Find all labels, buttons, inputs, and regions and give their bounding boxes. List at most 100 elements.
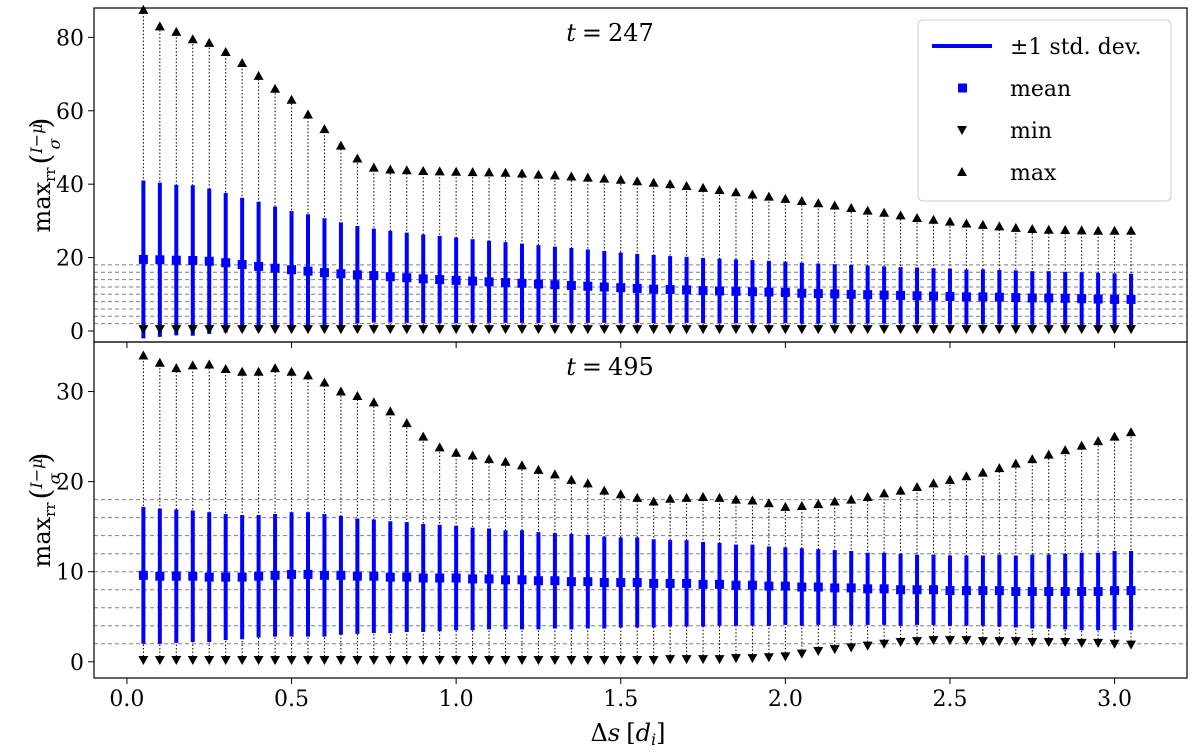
mean-marker — [879, 584, 889, 594]
min-marker — [944, 325, 955, 335]
max-marker — [879, 207, 890, 217]
mean-marker — [550, 576, 560, 586]
mean-marker — [929, 291, 939, 301]
max-marker — [862, 205, 873, 215]
y-tick-label: 0 — [70, 320, 84, 345]
min-marker — [1060, 637, 1071, 647]
x-axis-ticks: 0.0 0.5 1.0 1.5 2.0 2.5 3.0 — [109, 678, 1132, 712]
mean-marker — [780, 287, 790, 297]
min-marker — [747, 325, 758, 335]
min-marker — [599, 325, 610, 335]
min-marker — [154, 655, 165, 665]
min-marker — [1043, 325, 1054, 335]
mean-marker — [484, 574, 494, 584]
mean-marker — [237, 572, 247, 582]
legend-item--1-std-dev-: ±1 std. dev. — [932, 35, 1142, 60]
y-tick-label: 0 — [70, 651, 84, 676]
y-axis-label: maxrr (I−μσ) — [24, 453, 64, 568]
x-tick-label: 0.0 — [109, 687, 144, 712]
mean-marker — [978, 292, 988, 302]
max-marker — [319, 377, 330, 387]
mean-marker — [1126, 586, 1136, 596]
mean-marker — [1126, 294, 1136, 304]
min-marker — [220, 325, 231, 335]
max-marker — [681, 181, 692, 191]
mean-marker — [550, 280, 560, 290]
min-marker — [895, 325, 906, 335]
max-marker — [1126, 427, 1137, 437]
mean-marker — [1027, 293, 1037, 303]
mean-marker — [336, 570, 346, 580]
min-marker — [451, 655, 462, 665]
min-marker — [1027, 637, 1038, 647]
y-axis-ticks: 0 10 20 30 — [56, 381, 94, 676]
max-marker — [698, 491, 709, 501]
min-marker — [1109, 639, 1120, 649]
mean-marker — [632, 578, 642, 588]
mean-marker — [204, 572, 214, 582]
mean-marker — [418, 274, 428, 284]
title-value: 495 — [608, 353, 654, 381]
max-marker — [730, 187, 741, 197]
max-marker — [730, 494, 741, 504]
mean-marker — [188, 256, 198, 266]
max-marker — [615, 489, 626, 499]
max-marker — [763, 191, 774, 201]
y-axis-label: maxrr (I−μσ) — [24, 118, 64, 233]
min-marker — [780, 652, 791, 662]
mean-marker — [747, 287, 757, 297]
mean-marker — [385, 572, 395, 582]
min-marker — [516, 655, 527, 665]
min-marker — [434, 325, 445, 335]
mean-marker — [583, 281, 593, 291]
max-markers — [138, 350, 1137, 511]
min-marker — [698, 325, 709, 335]
mean-marker — [402, 572, 412, 582]
max-marker — [385, 406, 396, 416]
x-label-unit-sub: i — [651, 730, 656, 749]
max-marker — [714, 492, 725, 502]
min-marker — [533, 325, 544, 335]
min-marker — [253, 655, 264, 665]
mean-marker — [665, 285, 675, 295]
min-marker — [335, 325, 346, 335]
y-label-denominator: σ — [45, 472, 64, 484]
mean-marker — [994, 292, 1004, 302]
max-marker — [319, 124, 330, 134]
min-marker — [138, 325, 149, 335]
max-marker — [401, 165, 412, 175]
max-marker — [714, 185, 725, 195]
max-marker — [566, 474, 577, 484]
mean-marker — [961, 586, 971, 596]
legend-label: ±1 std. dev. — [1010, 35, 1142, 60]
mean-marker — [813, 582, 823, 592]
x-tick-label: 2.5 — [932, 687, 967, 712]
mean-marker — [649, 578, 659, 588]
max-marker — [977, 219, 988, 229]
legend-box — [917, 19, 1172, 202]
max-marker — [1027, 223, 1038, 233]
max-marker — [434, 166, 445, 176]
min-marker — [1076, 638, 1087, 648]
min-marker — [533, 655, 544, 665]
min-marker — [714, 655, 725, 665]
legend-label: mean — [1010, 77, 1071, 102]
max-marker — [418, 431, 429, 441]
min-marker — [599, 655, 610, 665]
mean-marker — [698, 579, 708, 589]
min-marker — [451, 325, 462, 335]
max-marker — [500, 456, 511, 466]
min-marker — [352, 325, 363, 335]
title-variable: t — [566, 353, 576, 381]
min-marker — [1043, 637, 1054, 647]
mean-marker — [632, 283, 642, 293]
min-marker — [763, 325, 774, 335]
max-marker — [516, 460, 527, 470]
mean-marker — [501, 278, 511, 288]
mean-marker — [665, 578, 675, 588]
min-marker — [484, 325, 495, 335]
y-label-max: max — [28, 181, 56, 232]
max-marker — [1109, 225, 1120, 235]
max-marker — [335, 140, 346, 150]
